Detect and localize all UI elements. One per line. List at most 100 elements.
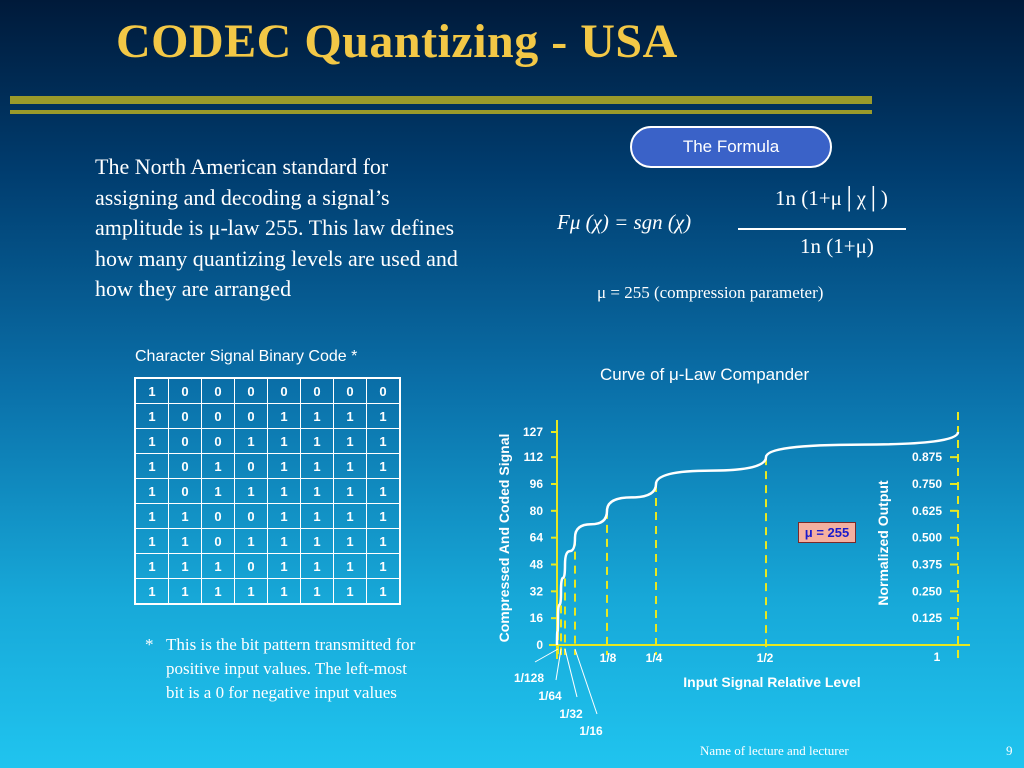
table-cell: 1 xyxy=(134,403,169,429)
y-tick-label: 96 xyxy=(530,477,544,491)
table-cell: 1 xyxy=(168,553,202,579)
table-cell: 1 xyxy=(134,428,169,454)
compression-parameter: μ = 255 (compression parameter) xyxy=(597,283,824,302)
table-cell: 0 xyxy=(168,453,202,479)
table-cell: 1 xyxy=(267,478,301,504)
y-tick-label: 32 xyxy=(530,584,544,598)
table-cell: 0 xyxy=(201,528,235,554)
table-cell: 1 xyxy=(267,503,301,529)
y2-tick-label: 0.375 xyxy=(912,557,942,571)
table-cell: 0 xyxy=(234,453,268,479)
table-cell: 0 xyxy=(267,377,301,404)
table-cell: 0 xyxy=(234,553,268,579)
y-tick-label: 48 xyxy=(530,557,544,571)
table-cell: 1 xyxy=(333,553,367,579)
y2-tick-label: 0.250 xyxy=(912,584,942,598)
y2-tick-label: 0.750 xyxy=(912,477,942,491)
table-cell: 1 xyxy=(267,403,301,429)
table-cell: 1 xyxy=(366,428,401,454)
footnote-star: * xyxy=(145,635,154,654)
x-tick-label: 1/128 xyxy=(514,671,544,685)
table-cell: 1 xyxy=(134,578,169,605)
table-cell: 1 xyxy=(168,503,202,529)
table-cell: 1 xyxy=(366,553,401,579)
table-cell: 1 xyxy=(201,478,235,504)
table-cell: 1 xyxy=(267,578,301,605)
table-cell: 0 xyxy=(234,403,268,429)
table-cell: 1 xyxy=(333,528,367,554)
formula-left-side: Fμ (χ) = sgn (χ) xyxy=(557,210,692,234)
table-cell: 1 xyxy=(333,428,367,454)
x-tick-label: 1/16 xyxy=(579,724,603,738)
table-cell: 0 xyxy=(366,377,401,404)
y-tick-label: 80 xyxy=(530,504,544,518)
table-cell: 1 xyxy=(267,428,301,454)
table-cell: 1 xyxy=(333,578,367,605)
title-rule-thick xyxy=(10,96,872,104)
table-cell: 1 xyxy=(333,503,367,529)
table-cell: 1 xyxy=(201,453,235,479)
y-tick-label: 16 xyxy=(530,611,544,625)
table-caption: Character Signal Binary Code * xyxy=(135,348,358,365)
x-tick-label: 1/4 xyxy=(646,651,663,665)
formula-button[interactable]: The Formula xyxy=(630,126,832,168)
y-tick-label: 127 xyxy=(523,425,543,439)
table-cell: 1 xyxy=(267,553,301,579)
table-cell: 1 xyxy=(134,453,169,479)
title-rule-thin xyxy=(10,110,872,114)
x-tick-label: 1/8 xyxy=(600,651,617,665)
table-cell: 0 xyxy=(234,377,268,404)
table-cell: 1 xyxy=(201,578,235,605)
table-cell: 1 xyxy=(234,478,268,504)
mu-annotation-box: μ = 255 xyxy=(798,522,856,543)
table-cell: 1 xyxy=(366,403,401,429)
table-cell: 1 xyxy=(267,528,301,554)
y-tick-label: 64 xyxy=(530,531,544,545)
table-cell: 1 xyxy=(168,578,202,605)
chart-title: Curve of μ-Law Compander xyxy=(600,365,810,384)
x-tick-leader xyxy=(564,648,578,698)
table-cell: 0 xyxy=(333,377,367,404)
table-cell: 1 xyxy=(366,578,401,605)
table-cell: 0 xyxy=(201,503,235,529)
table-cell: 1 xyxy=(366,478,401,504)
table-cell: 0 xyxy=(201,377,235,404)
table-cell: 1 xyxy=(300,578,334,605)
table-cell: 1 xyxy=(168,528,202,554)
x-tick-label: 1 xyxy=(934,650,941,664)
table-cell: 1 xyxy=(333,403,367,429)
table-cell: 1 xyxy=(333,478,367,504)
formula-button-label: The Formula xyxy=(682,137,780,156)
x-tick-label: 1/32 xyxy=(559,707,583,721)
y-tick-label: 112 xyxy=(524,450,544,464)
formula-denominator: 1n (1+μ) xyxy=(800,234,874,258)
table-cell: 1 xyxy=(366,503,401,529)
table-cell: 1 xyxy=(234,428,268,454)
table-cell: 0 xyxy=(201,428,235,454)
table-cell: 1 xyxy=(300,403,334,429)
mu-law-curve xyxy=(555,431,960,646)
footer-text: Name of lecture and lecturer xyxy=(700,743,849,758)
x-tick-leader xyxy=(574,648,598,715)
table-cell: 1 xyxy=(300,428,334,454)
table-cell: 1 xyxy=(234,578,268,605)
table-cell: 1 xyxy=(267,453,301,479)
table-cell: 1 xyxy=(300,478,334,504)
formula-fraction-bar xyxy=(738,228,906,230)
table-cell: 1 xyxy=(134,503,169,529)
y2-axis-label: Normalized Output xyxy=(875,480,891,606)
table-cell: 0 xyxy=(168,478,202,504)
table-cell: 0 xyxy=(168,428,202,454)
table-cell: 0 xyxy=(168,403,202,429)
table-cell: 1 xyxy=(300,503,334,529)
table-cell: 1 xyxy=(201,553,235,579)
y-axis-label: Compressed And Coded Signal xyxy=(496,434,512,643)
table-cell: 1 xyxy=(134,377,169,404)
table-cell: 0 xyxy=(201,403,235,429)
